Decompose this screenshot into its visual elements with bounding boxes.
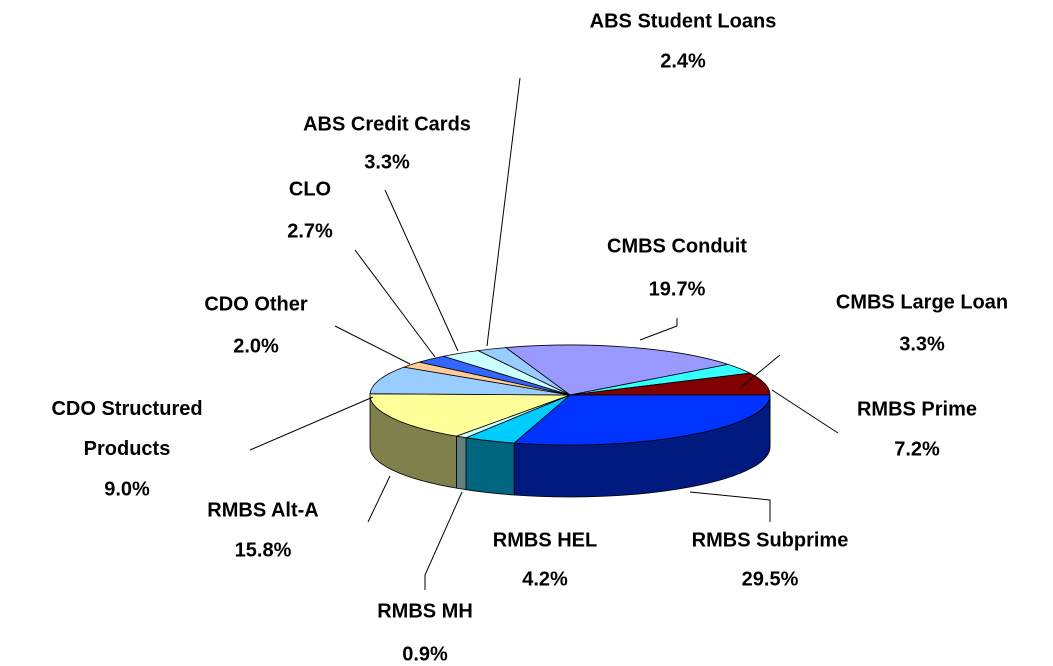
slice-side: [456, 435, 467, 491]
value-label: 2.7%: [287, 220, 333, 242]
leader-line: [771, 389, 839, 434]
slice-label: CDO Other: [204, 293, 308, 315]
leader-line: [424, 491, 463, 590]
value-label: 15.8%: [235, 539, 292, 561]
leader-line: [334, 325, 411, 365]
value-label: 2.4%: [660, 50, 706, 72]
slice-label: CLO: [289, 178, 331, 200]
leader-line: [739, 354, 781, 389]
slice-label: CMBS Large Loan: [836, 291, 1008, 313]
leader-line: [354, 249, 436, 358]
leader-line: [486, 77, 521, 347]
slice: [369, 366, 571, 396]
slice-label: CDO Structured Products: [51, 398, 202, 460]
slice: [513, 394, 771, 446]
value-label: 4.2%: [522, 568, 568, 590]
leader-line: [249, 396, 374, 451]
slice: [476, 347, 571, 396]
leader-line: [367, 475, 391, 523]
slice-label: CMBS Conduit: [607, 235, 747, 257]
value-label: 2.0%: [233, 335, 279, 357]
leader-line: [384, 189, 459, 352]
slice-label: RMBS HEL: [493, 529, 597, 551]
slice-side: [465, 437, 515, 496]
value-label: 7.2%: [894, 438, 940, 460]
slice-label: ABS Credit Cards: [303, 113, 471, 135]
slice-label: ABS Student Loans: [590, 10, 777, 32]
value-label: 3.3%: [364, 151, 410, 173]
slice-label: RMBS Alt-A: [207, 499, 318, 521]
slice-label: RMBS MH: [377, 600, 473, 622]
value-label: 0.9%: [402, 643, 448, 665]
slice: [504, 344, 729, 396]
value-label: 3.3%: [899, 333, 945, 355]
slice-label: RMBS Prime: [857, 398, 977, 420]
value-label: 29.5%: [742, 568, 799, 590]
value-label: 9.0%: [104, 478, 150, 500]
leader-line: [689, 491, 771, 522]
slice-label: RMBS Subprime: [692, 529, 849, 551]
value-label: 19.7%: [649, 278, 706, 300]
leader-line: [639, 318, 678, 341]
